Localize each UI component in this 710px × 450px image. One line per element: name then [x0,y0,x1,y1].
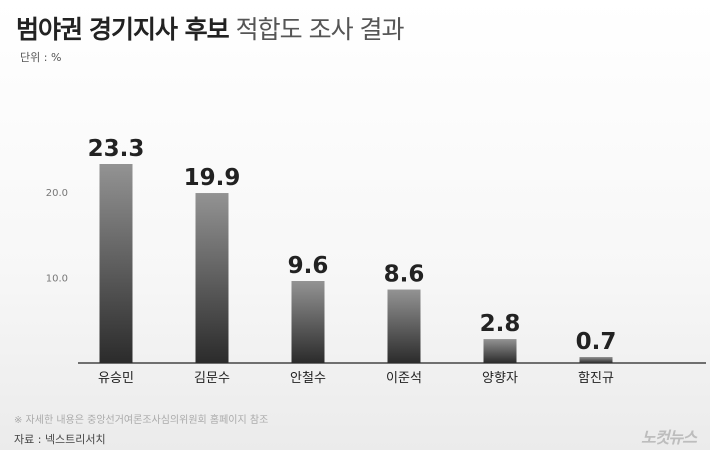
x-tick-label: 양향자 [482,371,518,386]
data-label: 19.9 [184,165,241,191]
title-part-2: 경기지사 후보 [88,15,230,44]
x-tick-label: 이준석 [386,371,422,386]
data-label: 9.6 [288,253,329,279]
bar [579,357,613,363]
data-label: 8.6 [384,262,425,288]
footnote: ※ 자세한 내용은 중앙선거여론조사심의위원회 홈페이지 참조 [14,415,269,426]
data-label: 23.3 [88,136,145,162]
data-label: 2.8 [480,311,521,337]
bar [387,289,421,363]
title-part-1: 범야권 [16,15,83,44]
bar [99,164,133,363]
unit-label: 단위 : % [20,51,62,64]
y-tick-label: 20.0 [46,188,68,199]
nocutnews-logo: 노컷뉴스 [641,428,697,447]
source-label: 자료 : 넥스트리서치 [14,433,106,446]
bar [483,339,517,363]
data-label: 0.7 [576,329,617,355]
title-part-3: 적합도 조사 결과 [235,15,405,44]
bar [291,281,325,363]
page-title: 범야권 경기지사 후보 적합도 조사 결과 [16,10,405,46]
bar [195,193,229,363]
x-tick-label: 함진규 [578,371,614,386]
x-tick-label: 유승민 [98,371,134,386]
x-tick-label: 김문수 [194,371,230,386]
x-tick-label: 안철수 [290,371,326,386]
y-tick-label: 10.0 [46,274,68,285]
